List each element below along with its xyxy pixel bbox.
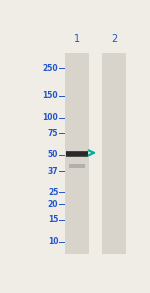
Bar (66, 152, 88, 156)
Bar (66, 153, 88, 157)
Bar (66, 151, 88, 155)
Text: 15: 15 (48, 215, 58, 224)
Text: 10: 10 (48, 237, 58, 246)
Text: 1: 1 (74, 34, 80, 44)
Text: 37: 37 (48, 167, 58, 176)
Bar (69, 163, 85, 168)
Bar (65, 53, 88, 254)
Text: 250: 250 (43, 64, 58, 73)
Text: 20: 20 (48, 200, 58, 209)
Bar (102, 53, 126, 254)
Text: 25: 25 (48, 188, 58, 197)
Text: 150: 150 (43, 91, 58, 100)
Text: 100: 100 (43, 113, 58, 122)
Text: 50: 50 (48, 151, 58, 159)
Bar (66, 152, 88, 156)
Text: 75: 75 (48, 129, 58, 138)
Text: 2: 2 (111, 34, 117, 44)
